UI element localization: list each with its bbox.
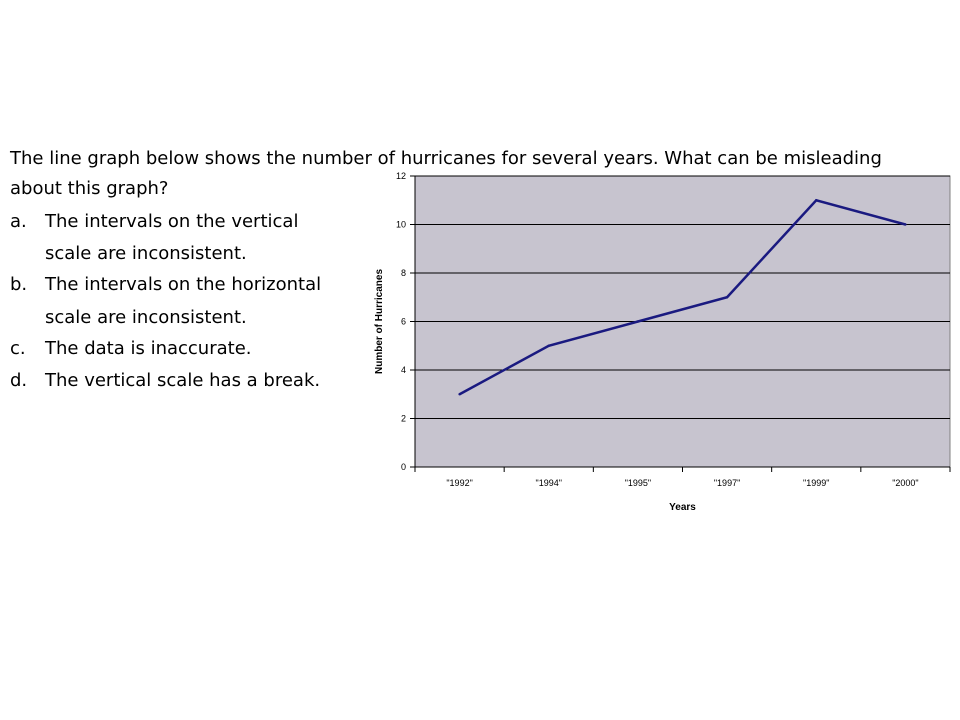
x-tick-label-4: "1999"	[803, 478, 829, 488]
option-b-text-2: scale are inconsistent.	[45, 307, 247, 328]
question-line-1: The line graph below shows the number of…	[10, 148, 882, 169]
hurricane-line-chart: 0 2 4 6 8 10 12 "1992" "1994" "1995" "1997" "1999" "…	[374, 171, 951, 513]
data-point-2	[636, 320, 640, 323]
data-point-4	[815, 199, 818, 202]
x-tick-label-0: "1992"	[446, 478, 472, 488]
y-tick-label-8: 8	[401, 268, 406, 278]
option-a-letter: a.	[10, 211, 27, 232]
x-tick-label-1: "1994"	[536, 478, 562, 488]
x-tick-label-3: "1997"	[714, 478, 740, 488]
option-d-text: The vertical scale has a break.	[45, 370, 321, 391]
y-tick-label-2: 2	[401, 414, 406, 424]
data-point-1	[547, 344, 550, 347]
option-a-text-2: scale are inconsistent.	[45, 243, 247, 264]
y-tick-label-0: 0	[401, 462, 406, 472]
data-point-3	[725, 296, 729, 299]
option-b-text-1: The intervals on the horizontal	[45, 274, 322, 295]
option-b-letter: b.	[10, 274, 28, 295]
y-axis-title: Number of Hurricanes	[374, 269, 385, 374]
y-tick-label-12: 12	[396, 171, 406, 181]
y-tick-label-6: 6	[401, 317, 406, 327]
y-tick-label-4: 4	[401, 365, 406, 375]
x-tick-label-2: "1995"	[625, 478, 651, 488]
y-tick-label-10: 10	[396, 220, 406, 230]
option-c-letter: c.	[10, 338, 26, 359]
x-axis-title: Years	[669, 502, 696, 513]
option-a-text-1: The intervals on the vertical	[45, 211, 299, 232]
option-d-letter: d.	[10, 370, 28, 391]
question-line-2: about this graph?	[10, 178, 169, 199]
x-tick-label-5: "2000"	[892, 478, 918, 488]
option-c-text: The data is inaccurate.	[45, 338, 252, 359]
data-point-0	[458, 393, 461, 396]
series-line	[458, 198, 906, 396]
data-point-5	[904, 223, 907, 226]
